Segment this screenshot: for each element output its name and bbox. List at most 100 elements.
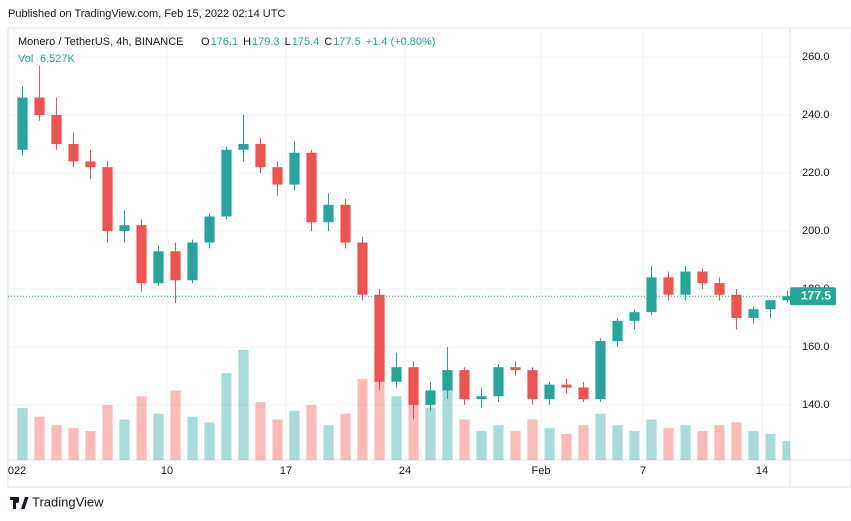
volume-bar [646, 419, 657, 460]
candle-body [136, 225, 147, 284]
volume-bar [731, 422, 742, 460]
volume-bar [221, 373, 232, 460]
volume-bar [340, 413, 351, 460]
y-tick-label: 260.0 [802, 51, 830, 63]
x-tick-label: 14 [756, 465, 768, 477]
volume-bar [629, 431, 640, 460]
candle-body [714, 283, 725, 295]
candle-body [646, 277, 657, 313]
candle-body [510, 367, 521, 371]
volume-bar [51, 425, 62, 460]
candle-body [289, 152, 300, 185]
brand-logo [10, 497, 29, 509]
volume-bar [748, 431, 759, 460]
volume-bar [595, 413, 606, 460]
volume-bar [425, 407, 436, 460]
volume-bar [391, 396, 402, 460]
candle-body [153, 251, 164, 284]
legend: Monero / TetherUS, 4h, BINANCE Vol 6.527… [18, 36, 435, 65]
candle-body [561, 384, 572, 388]
candle-body [34, 97, 45, 115]
candle-body [272, 167, 283, 185]
candle-body [306, 152, 317, 223]
volume-bar [68, 428, 79, 460]
volume-bar [612, 425, 623, 460]
volume-bar [765, 433, 776, 460]
candle-body [187, 242, 198, 281]
volume-bar [323, 425, 334, 460]
volume-bar [357, 378, 368, 460]
candle-body [680, 271, 691, 295]
ohlc-value: 179.3 [252, 36, 280, 48]
candle-body [340, 204, 351, 243]
grid [8, 28, 790, 460]
volume-bar [170, 390, 181, 460]
ohlc-value: 175.4 [292, 36, 320, 48]
last-price-label: 177.5 [801, 288, 831, 302]
volume-bar [374, 355, 385, 460]
volume-bar [238, 350, 249, 460]
x-tick-label: 2022 [2, 465, 26, 477]
candle-body [442, 370, 453, 391]
volume-bar [289, 410, 300, 460]
brand-name: TradingView [32, 494, 104, 509]
volume-bar [187, 416, 198, 460]
volume-bar [102, 405, 113, 460]
volume-bar [272, 419, 283, 460]
x-tick-label: 10 [161, 465, 173, 477]
y-tick-label: 200.0 [802, 225, 830, 237]
ohlc-value: 176.1 [211, 36, 239, 48]
ohlc-change: +1.4 (+0.80%) [366, 36, 436, 48]
y-tick-label: 140.0 [802, 399, 830, 411]
candle-body [578, 387, 589, 400]
candle-body [357, 242, 368, 295]
candle-body [595, 341, 606, 400]
volume-bar [782, 441, 790, 460]
candle-body [476, 396, 487, 400]
y-tick-label: 160.0 [802, 341, 830, 353]
ohlc-key: H [243, 36, 251, 48]
candle-body [765, 300, 776, 310]
volume-bar [680, 425, 691, 460]
volume-bar [697, 431, 708, 460]
volume-bar [561, 433, 572, 460]
candle-body [85, 161, 96, 168]
x-tick-label: Feb [532, 465, 551, 477]
candle-body [204, 216, 215, 243]
candle-body [731, 294, 742, 318]
candle-body [238, 143, 249, 150]
volume-bar [714, 425, 725, 460]
candle-body [544, 384, 555, 400]
candle-body [255, 143, 266, 168]
candle-body [782, 296, 790, 301]
candle-body [391, 367, 402, 382]
volume-bar [306, 405, 317, 460]
candle-body [748, 309, 759, 318]
ohlc-key: L [285, 36, 291, 48]
candle-body [697, 271, 708, 284]
x-tick-label: 7 [640, 465, 646, 477]
candle-body [170, 251, 181, 281]
candle-body [17, 97, 28, 150]
x-tick-label: 24 [399, 465, 411, 477]
symbol-title: Monero / TetherUS, 4h, BINANCE [18, 36, 183, 48]
candle-body [323, 204, 334, 223]
volume-bar [544, 428, 555, 460]
candle-body [51, 114, 62, 144]
volume-pane [17, 350, 790, 460]
volume-value: 6.527K [40, 53, 76, 65]
candle-body [425, 390, 436, 405]
volume-bar [663, 428, 674, 460]
volume-bar [459, 419, 470, 460]
volume-bar [17, 407, 28, 460]
ohlc-value: 177.5 [333, 36, 361, 48]
candle-body [629, 312, 640, 321]
candles [8, 65, 790, 420]
candle-body [663, 277, 674, 295]
volume-bar [204, 422, 215, 460]
x-tick-label: 17 [280, 465, 292, 477]
volume-bar [578, 425, 589, 460]
candle-body [493, 367, 504, 397]
